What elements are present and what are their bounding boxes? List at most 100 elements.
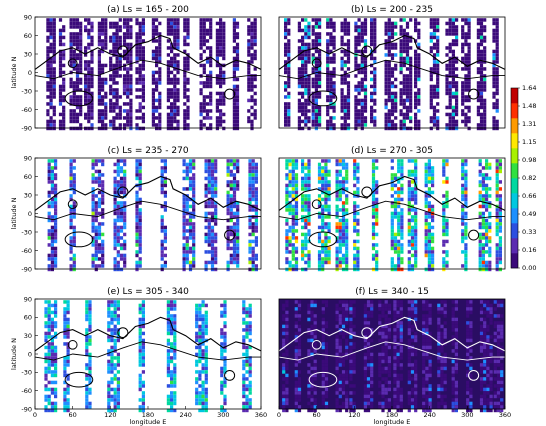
heatmap-cell — [202, 67, 206, 71]
heatmap-cell — [288, 194, 292, 198]
heatmap-cell — [384, 98, 388, 103]
heatmap-cell — [210, 218, 215, 223]
heatmap-cell — [204, 166, 208, 170]
heatmap-cell — [314, 74, 318, 78]
heatmap-cell — [455, 32, 459, 36]
heatmap-cell — [236, 232, 240, 237]
heatmap-cell — [357, 116, 361, 120]
heatmap-cell — [488, 222, 492, 226]
heatmap-cell — [307, 401, 311, 406]
heatmap-cell — [375, 218, 379, 223]
heatmap-cell — [254, 187, 258, 191]
heatmap-cell — [414, 116, 418, 120]
heatmap-cell — [285, 239, 289, 244]
heatmap-cell — [50, 267, 54, 272]
heatmap-cell — [288, 250, 292, 254]
heatmap-cell — [220, 391, 224, 395]
heatmap-cell — [75, 112, 80, 117]
heatmap-cell — [360, 77, 364, 82]
heatmap-cell — [245, 408, 249, 413]
heatmap-cell — [285, 187, 289, 191]
heatmap-cell — [400, 243, 404, 247]
heatmap-cell — [400, 222, 404, 226]
heatmap-cell — [135, 109, 139, 113]
heatmap-cell — [112, 77, 116, 82]
heatmap-cell — [62, 116, 66, 120]
heatmap-cell — [204, 394, 208, 399]
heatmap-cell — [301, 204, 305, 209]
heatmap-cell — [254, 173, 258, 177]
heatmap-cell — [210, 173, 215, 177]
heatmap-cell — [170, 356, 174, 360]
heatmap-cell — [94, 267, 98, 272]
heatmap-cell — [118, 46, 122, 50]
heatmap-cell — [307, 35, 311, 40]
heatmap-cell — [282, 342, 286, 346]
heatmap-cell — [123, 190, 127, 195]
heatmap-cell — [126, 74, 130, 78]
heatmap-cell — [399, 126, 403, 131]
heatmap-cell — [220, 387, 224, 392]
heatmap-cell — [204, 176, 208, 181]
heatmap-cell — [186, 81, 190, 85]
heatmap-cell — [335, 190, 339, 195]
heatmap-cell — [87, 112, 91, 117]
heatmap-cell — [363, 123, 368, 127]
panels-layer: (a) Ls = 165 - 2009060300-30-60-90latitu… — [10, 5, 511, 426]
heatmap-cell — [245, 345, 249, 350]
heatmap-cell — [326, 63, 330, 68]
heatmap-cell — [313, 303, 317, 308]
panel-a: (a) Ls = 165 - 2009060300-30-60-90latitu… — [10, 5, 262, 132]
heatmap-cell — [118, 116, 122, 120]
heatmap-cell — [204, 345, 208, 350]
heatmap-cell — [360, 119, 364, 124]
heatmap-cell — [47, 218, 51, 223]
heatmap-cell — [188, 264, 193, 268]
heatmap-cell — [113, 408, 117, 413]
heatmap-cell — [204, 260, 208, 265]
heatmap-cell — [101, 194, 105, 198]
heatmap-cell — [204, 321, 208, 325]
heatmap-cell — [52, 119, 56, 124]
heatmap-cell — [343, 77, 347, 82]
heatmap-cell — [138, 166, 142, 170]
heatmap-cell — [97, 190, 102, 195]
heatmap-cell — [343, 70, 347, 75]
heatmap-cell — [410, 169, 415, 174]
heatmap-cell — [481, 267, 485, 272]
heatmap-cell — [113, 331, 117, 336]
heatmap-cell — [363, 49, 368, 54]
heatmap-cell — [50, 380, 54, 385]
heatmap-cell — [375, 190, 379, 195]
heatmap-cell — [75, 84, 80, 89]
heatmap-cell — [287, 32, 291, 36]
heatmap-cell — [182, 159, 186, 163]
heatmap-cell — [138, 352, 142, 357]
heatmap-cell — [226, 208, 230, 212]
heatmap-cell — [321, 246, 325, 251]
heatmap-cell — [90, 116, 94, 120]
heatmap-cell — [485, 229, 489, 233]
heatmap-cell — [399, 32, 403, 36]
heatmap-cell — [307, 229, 311, 233]
heatmap-cell — [478, 197, 482, 202]
heatmap-cell — [49, 28, 53, 33]
heatmap-cell — [417, 46, 421, 50]
heatmap-cell — [424, 201, 428, 205]
heatmap-cell — [235, 42, 240, 47]
heatmap-cell — [62, 105, 66, 110]
heatmap-cell — [483, 18, 487, 22]
heatmap-cell — [54, 307, 58, 311]
heatmap-cell — [402, 126, 406, 131]
heatmap-cell — [155, 60, 159, 64]
heatmap-cell — [250, 84, 254, 89]
heatmap-cell — [451, 21, 455, 26]
heatmap-cell — [311, 56, 315, 61]
heatmap-cell — [222, 53, 226, 57]
heatmap-cell — [313, 401, 317, 406]
heatmap-cell — [210, 264, 215, 268]
heatmap-cell — [173, 401, 177, 406]
heatmap-cell — [356, 162, 360, 167]
heatmap-cell — [112, 39, 116, 43]
heatmap-cell — [232, 32, 236, 36]
